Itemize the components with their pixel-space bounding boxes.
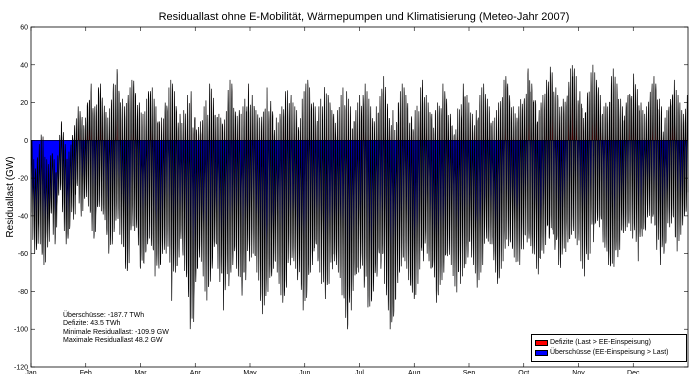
deficit-stat: Defizite: 43.5 TWh	[63, 320, 121, 328]
legend-item-deficit: Defizite (Last > EE-Einspeisung)	[535, 339, 651, 346]
y-tick-label: -20	[18, 176, 28, 183]
x-tick-label-sep: Sep	[463, 370, 476, 374]
y-tick-label: -40	[18, 213, 28, 220]
y-tick-label: 20	[20, 100, 28, 107]
y-tick-label: -60	[18, 251, 28, 258]
x-tick-label-aug: Aug	[408, 370, 421, 374]
y-tick-label: -100	[14, 327, 28, 334]
legend-swatch-surplus	[535, 349, 548, 356]
surplus-stat: Überschüsse: -187.7 TWh	[63, 312, 145, 319]
legend-item-surplus: Überschüsse (EE-Einspeisung > Last)	[535, 349, 668, 356]
summary-stats: Überschüsse: -187.7 TWh Defizite: 43.5 T…	[63, 312, 169, 346]
plot-area	[30, 64, 689, 330]
min-residual-stat: Minimale Residuallast: -109.9 GW	[63, 328, 169, 336]
axes: -120 -100 -80 -60 -40 -20 0 20 40 60 Jan Feb Mar Apr M…	[14, 25, 689, 374]
chart-title: Residuallast ohne E-Mobilität, Wärmepump…	[159, 11, 570, 23]
legend-label-deficit: Defizite (Last > EE-Einspeisung)	[550, 339, 651, 346]
x-tick-label-mar: Mar	[134, 370, 147, 374]
x-tick-label-may: May	[243, 370, 257, 374]
x-tick-label-jun: Jun	[299, 370, 310, 374]
legend: Defizite (Last > EE-Einspeisung) Übersch…	[531, 334, 687, 362]
y-tick-label: -120	[14, 365, 28, 372]
legend-swatch-deficit	[535, 339, 548, 346]
y-tick-label: 0	[24, 138, 28, 145]
y-tick-label: -80	[18, 289, 28, 296]
y-axis-label: Residuallast (GW)	[5, 156, 16, 237]
x-tick-label-jan: Jan	[25, 370, 36, 374]
x-tick-label-dec: Dec	[627, 370, 640, 374]
residual-load-line	[30, 64, 689, 330]
max-residual-stat: Maximale Residuallast 48.2 GW	[63, 337, 163, 345]
x-tick-label-nov: Nov	[572, 370, 585, 374]
y-tick-label: 60	[20, 25, 28, 32]
y-tick-label: 40	[20, 62, 28, 69]
legend-label-surplus: Überschüsse (EE-Einspeisung > Last)	[550, 349, 669, 356]
x-tick-label-jul: Jul	[355, 370, 364, 374]
x-tick-label-feb: Feb	[80, 370, 92, 374]
x-tick-label-apr: Apr	[190, 370, 202, 374]
x-tick-label-oct: Oct	[518, 370, 529, 374]
